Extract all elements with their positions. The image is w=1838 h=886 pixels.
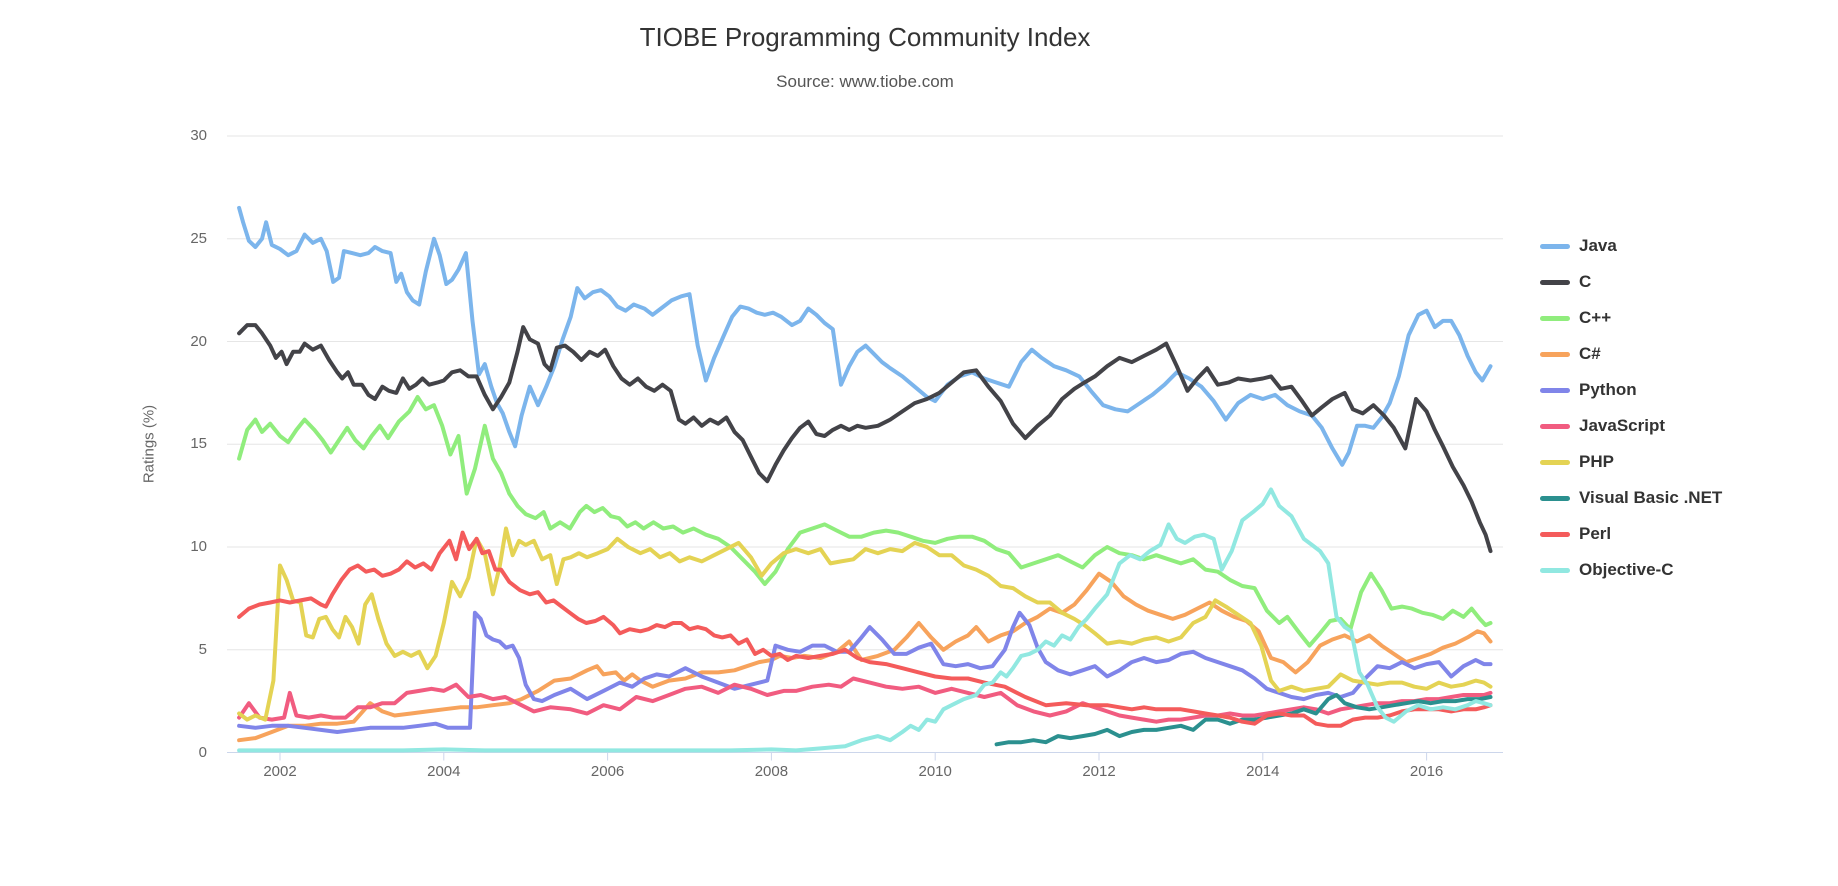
y-tick-label-30: 30 <box>190 127 207 144</box>
legend-item-c[interactable]: C# <box>1540 336 1722 372</box>
series-line-objective-c[interactable] <box>237 487 1493 753</box>
legend-label-python: Python <box>1579 380 1637 399</box>
legend-swatch-javascript <box>1540 423 1570 429</box>
legend-item-python[interactable]: Python <box>1540 372 1722 408</box>
legend-label-c: C <box>1579 272 1592 291</box>
legend-item-java[interactable]: Java <box>1540 228 1722 264</box>
series-line-visual-basic-net[interactable] <box>994 693 1493 747</box>
x-tick-label-2016: 2016 <box>1409 763 1444 780</box>
series-line-java[interactable] <box>237 205 1493 467</box>
legend-item-perl[interactable]: Perl <box>1540 516 1722 552</box>
x-tick-label-2014: 2014 <box>1246 763 1280 780</box>
legend-item-javascript[interactable]: JavaScript <box>1540 408 1722 444</box>
y-tick-label-15: 15 <box>190 435 207 453</box>
series-line-c[interactable] <box>237 395 1493 648</box>
legend-swatch-php <box>1540 459 1570 465</box>
y-tick-label-5: 5 <box>198 640 207 658</box>
x-tick-label-2006: 2006 <box>590 763 625 780</box>
legend-swatch-c <box>1540 279 1570 285</box>
y-tick-label-20: 20 <box>190 332 207 350</box>
legend-swatch-objective-c <box>1540 567 1570 573</box>
legend-label-c: C# <box>1579 344 1601 363</box>
legend-item-objective-c[interactable]: Objective-C <box>1540 552 1722 588</box>
chart-title: TIOBE Programming Community Index <box>639 22 1091 52</box>
legend-item-c[interactable]: C <box>1540 264 1722 300</box>
legend-item-php[interactable]: PHP <box>1540 444 1722 480</box>
series-line-php[interactable] <box>237 526 1493 722</box>
x-tick-label-2004: 2004 <box>427 763 461 780</box>
series-line-c[interactable] <box>237 323 1493 554</box>
y-tick-label-10: 10 <box>190 538 207 555</box>
x-tick-label-2002: 2002 <box>263 763 297 780</box>
legend-label-objective-c: Objective-C <box>1579 560 1674 579</box>
legend-swatch-visual-basic-net <box>1540 495 1570 501</box>
legend-item-c[interactable]: C++ <box>1540 300 1722 336</box>
x-tick-label-2012: 2012 <box>1082 763 1116 780</box>
series-line-javascript[interactable] <box>237 676 1493 724</box>
legend-label-c: C++ <box>1579 308 1612 327</box>
series-line-python[interactable] <box>237 610 1493 734</box>
legend-item-visual-basic-net[interactable]: Visual Basic .NET <box>1540 480 1722 516</box>
legend-swatch-java <box>1540 243 1570 249</box>
legend-label-php: PHP <box>1579 452 1614 471</box>
x-tick-label-2008: 2008 <box>754 763 789 780</box>
legend-label-visual-basic-net: Visual Basic .NET <box>1579 488 1723 507</box>
series-line-perl[interactable] <box>237 530 1493 728</box>
chart-subtitle: Source: www.tiobe.com <box>776 72 954 91</box>
legend-label-javascript: JavaScript <box>1579 416 1665 435</box>
legend-label-perl: Perl <box>1579 524 1612 543</box>
x-tick-label-2010: 2010 <box>918 763 952 780</box>
legend-swatch-c <box>1540 351 1570 357</box>
legend: Java C C++ C# Python JavaScript PHP Visual Basi… <box>1540 228 1722 588</box>
legend-swatch-perl <box>1540 531 1570 537</box>
y-tick-label-0: 0 <box>198 743 207 761</box>
legend-label-java: Java <box>1579 236 1617 255</box>
legend-swatch-c <box>1540 315 1570 321</box>
legend-swatch-python <box>1540 387 1570 393</box>
y-tick-label-25: 25 <box>190 229 207 247</box>
series-line-c[interactable] <box>237 571 1493 743</box>
